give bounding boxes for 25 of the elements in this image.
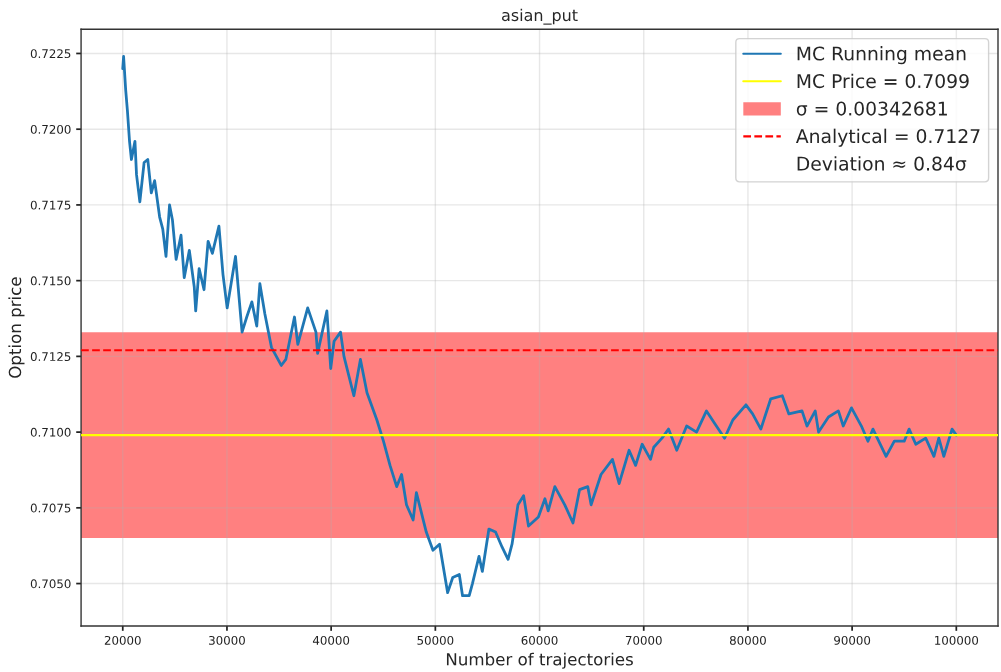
y-tick-label: 0.7200	[30, 124, 71, 134]
chart-title: asian_put	[502, 8, 578, 25]
y-tick-label: 0.7125	[30, 352, 71, 362]
x-tick-label: 80000	[729, 635, 766, 645]
x-axis-title: Number of trajectories	[446, 652, 633, 669]
legend-label: MC Running mean	[797, 46, 966, 65]
x-tick-label: 50000	[417, 635, 454, 645]
x-tick-label: 60000	[521, 635, 558, 645]
y-tick-label: 0.7175	[30, 200, 71, 210]
y-tick-label: 0.7150	[30, 276, 71, 286]
annotation: Deviation ≈ 0.84σ	[797, 156, 967, 171]
legend-label: MC Price = 0.7099	[797, 73, 969, 89]
legend-label: σ = 0.00342681	[796, 101, 947, 116]
x-tick-label: 40000	[312, 635, 350, 645]
y-tick-label: 0.7100	[30, 427, 71, 437]
y-tick-label: 0.7225	[30, 49, 71, 59]
x-tick-label: 90000	[834, 635, 871, 645]
y-tick-label: 0.7050	[30, 579, 71, 589]
y-axis-title: Option price	[8, 277, 25, 378]
y-tick-label: 0.7075	[30, 503, 71, 513]
x-tick-label: 100000	[935, 635, 979, 645]
x-tick-label: 70000	[625, 635, 662, 645]
x-tick-label: 30000	[209, 635, 245, 645]
x-tick-label: 20000	[104, 635, 141, 645]
legend-label: Analytical = 0.7127	[795, 128, 980, 147]
